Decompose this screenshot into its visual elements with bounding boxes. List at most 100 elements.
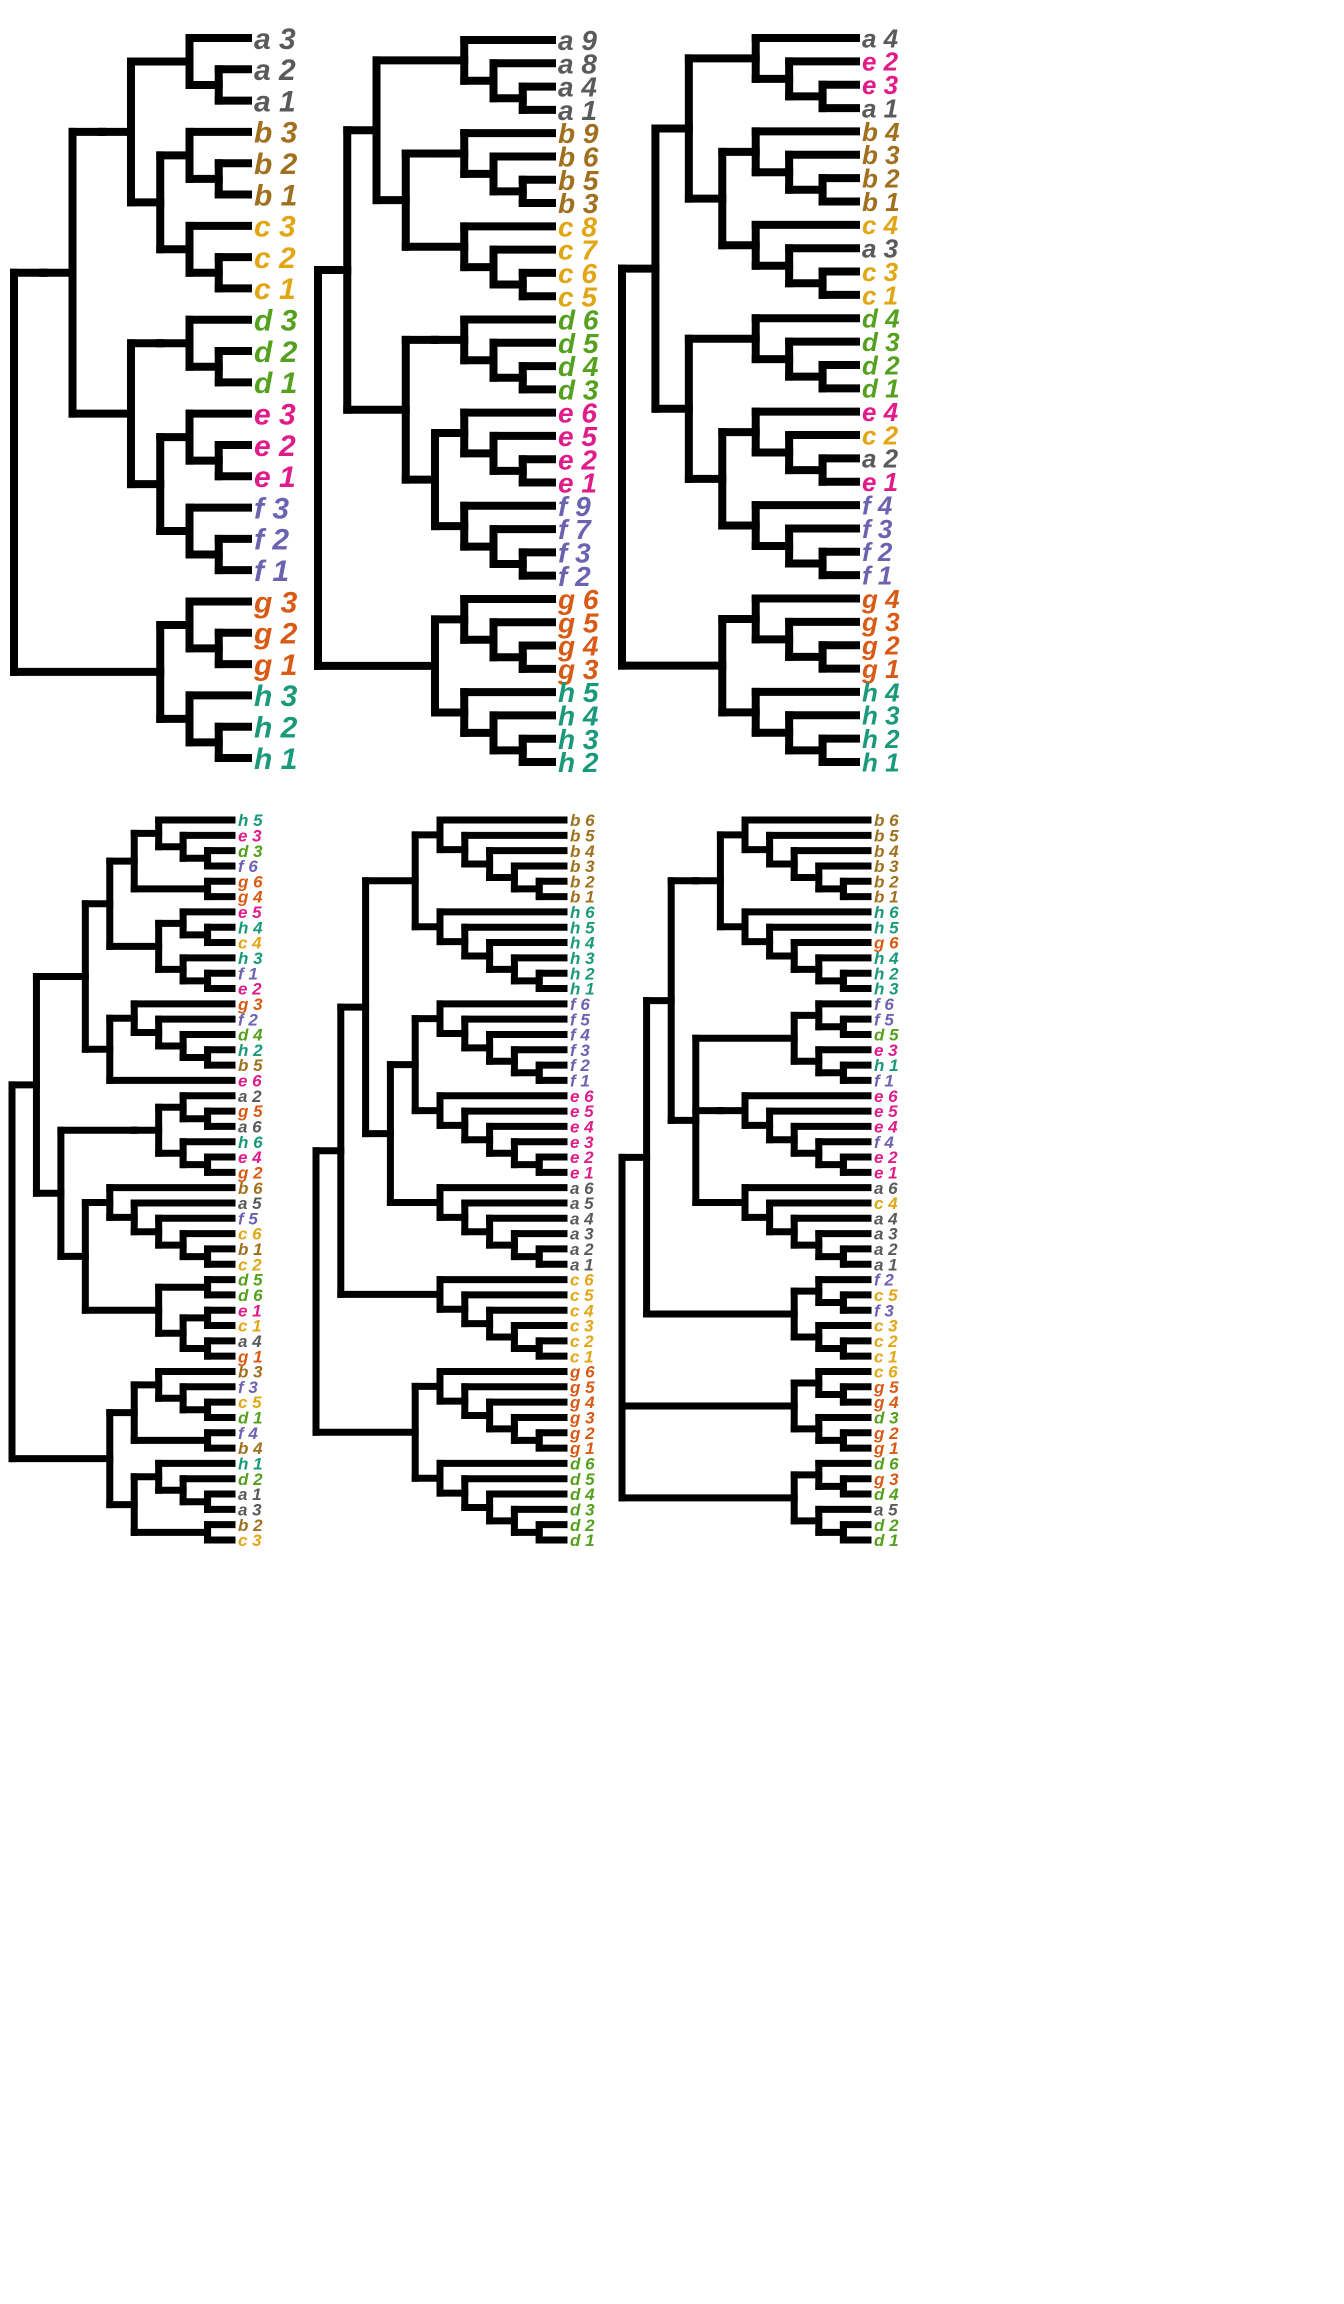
leaf-label: c 3	[238, 1531, 262, 1550]
leaf-label: h 3	[254, 680, 298, 713]
leaf-label: a 4	[862, 23, 899, 53]
leaf-label: d 6	[238, 1286, 263, 1305]
leaf-label: c 4	[874, 1194, 898, 1213]
leaf-label: g 2	[253, 618, 298, 651]
leaf-label: f 1	[874, 1072, 894, 1091]
leaf-label: e 2	[254, 430, 296, 463]
leaf-label: g 3	[569, 1409, 595, 1428]
leaf-label: e 5	[558, 421, 597, 452]
leaf-label: g 5	[873, 1378, 899, 1397]
leaf-label: a 5	[238, 1194, 262, 1213]
leaf-label: f 3	[254, 492, 289, 525]
leaf-label: d 3	[254, 305, 298, 338]
leaf-label: f 3	[558, 537, 591, 568]
leaf-label: b 2	[570, 872, 595, 891]
leaf-label: b 5	[874, 826, 899, 845]
leaf-label: c 7	[558, 235, 598, 266]
leaf-label: e 2	[238, 980, 262, 999]
leaf-label: d 2	[570, 1516, 595, 1535]
leaf-label: e 2	[570, 1148, 594, 1167]
leaf-label: b 6	[874, 811, 899, 830]
leaf-label: g 6	[557, 584, 599, 615]
leaf-label: h 5	[558, 677, 599, 708]
leaf-label: h 6	[874, 903, 899, 922]
leaf-label: d 3	[558, 374, 599, 405]
leaf-label: d 2	[862, 350, 900, 380]
leaf-label: e 4	[874, 1118, 898, 1137]
leaf-label: d 1	[254, 367, 297, 400]
leaf-label: g 4	[237, 888, 263, 907]
leaf-label: b 4	[238, 1439, 263, 1458]
leaf-label: e 2	[874, 1148, 898, 1167]
leaf-label: c 6	[570, 1271, 594, 1290]
leaf-label: c 3	[874, 1317, 898, 1336]
leaf-label: d 2	[254, 336, 298, 369]
leaf-label: f 9	[558, 491, 591, 522]
leaf-label: f 3	[570, 1041, 590, 1060]
leaf-label: h 1	[570, 980, 595, 999]
leaf-label: f 1	[862, 561, 892, 591]
leaf-label: a 3	[862, 234, 899, 264]
leaf-label: b 2	[254, 148, 298, 181]
leaf-label: g 6	[569, 1363, 595, 1382]
leaf-label: e 6	[238, 1072, 262, 1091]
leaf-label: e 3	[570, 1133, 594, 1152]
leaf-label: e 4	[570, 1118, 594, 1137]
leaf-label: b 6	[570, 811, 595, 830]
leaf-label: g 4	[557, 631, 599, 662]
leaf-label: a 6	[874, 1179, 898, 1198]
leaf-label: h 2	[874, 964, 899, 983]
leaf-label: g 5	[237, 1102, 263, 1121]
leaf-label: b 1	[862, 187, 900, 217]
leaf-label: h 1	[862, 747, 900, 777]
leaf-label: e 1	[238, 1301, 262, 1320]
dendrogram-panel-6: b 6b 5b 4b 3b 2b 1h 6h 5g 6h 4h 2h 3f 6f…	[618, 811, 899, 1550]
leaf-label: c 1	[238, 1317, 262, 1336]
leaf-label: h 6	[238, 1133, 263, 1152]
leaf-label: d 4	[558, 351, 599, 382]
leaf-label: c 1	[874, 1347, 898, 1366]
leaf-label: e 1	[558, 468, 597, 499]
leaf-label: e 2	[558, 444, 597, 475]
leaf-label: b 3	[238, 1363, 263, 1382]
leaf-label: h 4	[862, 677, 900, 707]
leaf-label: g 5	[557, 607, 599, 638]
leaf-label: d 2	[238, 1470, 263, 1489]
leaf-label: e 1	[874, 1163, 898, 1182]
leaf-label: h 5	[238, 811, 263, 830]
leaf-label: a 1	[558, 95, 597, 126]
leaf-label: c 3	[862, 257, 899, 287]
leaf-label: b 3	[862, 140, 900, 170]
leaf-label: g 4	[569, 1393, 595, 1412]
leaf-label: h 1	[874, 1056, 899, 1075]
leaf-label: d 1	[238, 1409, 263, 1428]
leaf-label: h 2	[570, 964, 595, 983]
leaf-label: c 8	[558, 211, 597, 242]
leaf-label: f 5	[238, 1209, 258, 1228]
leaf-label: d 3	[570, 1500, 595, 1519]
leaf-label: g 1	[861, 654, 900, 684]
leaf-label: f 4	[238, 1424, 258, 1443]
leaf-label: c 3	[254, 211, 296, 244]
leaf-label: c 3	[570, 1317, 594, 1336]
leaf-label: a 6	[570, 1179, 594, 1198]
leaf-label: b 9	[558, 118, 599, 149]
dendrogram-panel-2: a 9a 8a 4a 1b 9b 6b 5b 3c 8c 7c 6c 5d 6d…	[314, 25, 599, 778]
leaf-label: h 1	[238, 1455, 263, 1474]
leaf-label: h 2	[862, 724, 900, 754]
dendrogram-panel-1: a 3a 2a 1b 3b 2b 1c 3c 2c 1d 3d 2d 1e 3e…	[10, 23, 298, 776]
leaf-label: h 1	[254, 743, 297, 776]
leaf-label: h 3	[558, 724, 599, 755]
leaf-label: c 4	[862, 210, 899, 240]
leaf-label: c 6	[874, 1363, 898, 1382]
leaf-label: c 2	[570, 1332, 594, 1351]
leaf-label: h 3	[570, 949, 595, 968]
leaf-label: b 5	[238, 1056, 263, 1075]
dendrogram-panel-3: a 4e 2e 3a 1b 4b 3b 2b 1c 4a 3c 3c 1d 4d…	[618, 23, 900, 777]
leaf-label: a 4	[874, 1209, 898, 1228]
leaf-label: f 1	[238, 964, 258, 983]
leaf-label: d 5	[238, 1271, 263, 1290]
leaf-label: a 1	[254, 85, 296, 118]
leaf-label: g 1	[873, 1439, 899, 1458]
